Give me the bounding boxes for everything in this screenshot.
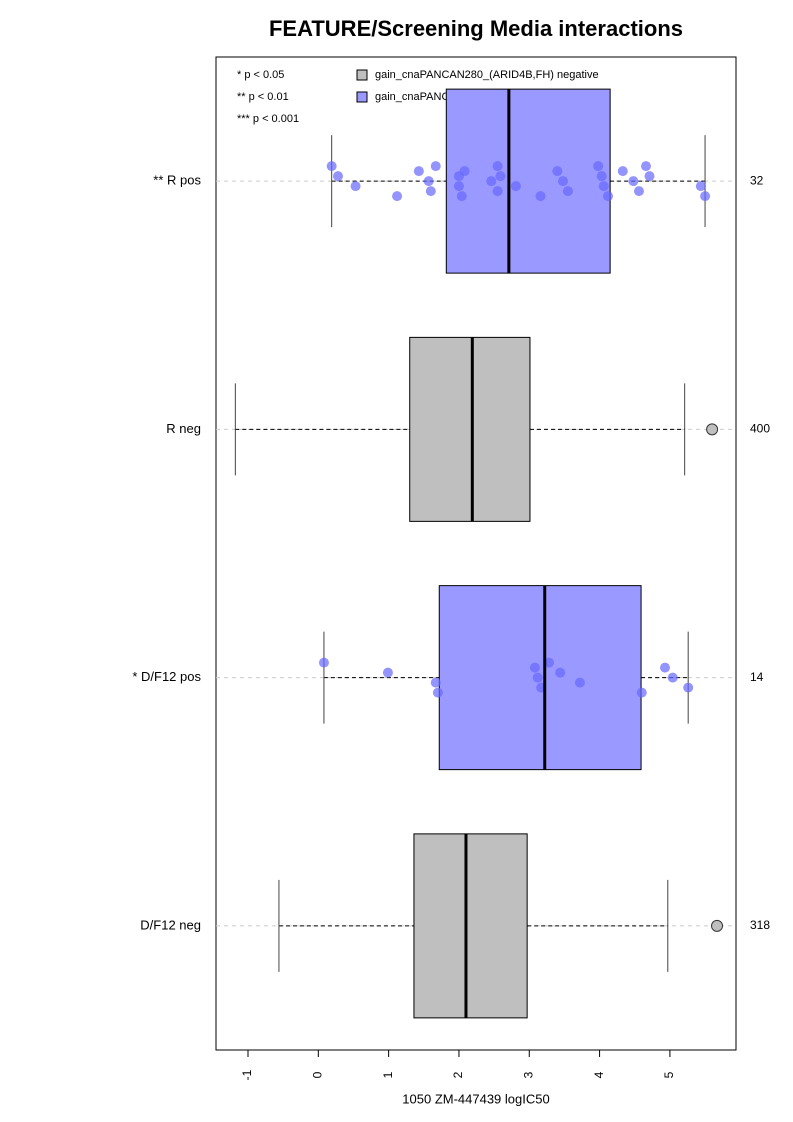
data-point: [552, 166, 563, 177]
data-point: [423, 176, 434, 187]
data-point: [425, 186, 436, 197]
data-point: [432, 687, 443, 698]
data-point: [492, 161, 503, 172]
significance-note: *** p < 0.001: [237, 113, 299, 125]
data-point: [667, 672, 678, 683]
data-point: [695, 181, 706, 192]
group-count: 318: [750, 918, 770, 932]
data-point: [492, 186, 503, 197]
data-point: [333, 171, 344, 182]
data-point: [529, 662, 540, 673]
group-count: 400: [750, 422, 770, 436]
x-tick-label: 5: [662, 1071, 676, 1078]
data-point: [603, 191, 614, 202]
data-point: [593, 161, 604, 172]
data-point: [644, 171, 655, 182]
outlier: [711, 919, 724, 932]
legend-swatch: [356, 91, 368, 103]
data-point: [382, 667, 393, 678]
data-point: [562, 186, 573, 197]
data-point: [392, 191, 403, 202]
group-count: 14: [750, 670, 764, 684]
data-point: [700, 191, 711, 202]
data-point: [659, 662, 670, 673]
outlier: [706, 423, 719, 436]
group-label: * D/F12 pos: [132, 669, 201, 684]
legend-swatch: [356, 69, 368, 81]
box: [445, 88, 611, 274]
box: [413, 833, 528, 1019]
data-point: [543, 657, 554, 668]
data-point: [459, 166, 470, 177]
chart-title: FEATURE/Screening Media interactions: [269, 16, 683, 41]
data-point: [633, 186, 644, 197]
data-point: [326, 161, 337, 172]
data-point: [558, 176, 569, 187]
significance-note: ** p < 0.01: [237, 91, 289, 103]
data-point: [555, 667, 566, 678]
group-label: R neg: [166, 421, 201, 436]
x-tick-label: 1: [381, 1071, 395, 1078]
data-point: [430, 161, 441, 172]
data-point: [628, 176, 639, 187]
data-point: [535, 191, 546, 202]
data-point: [430, 677, 441, 688]
data-point: [413, 166, 424, 177]
legend-label: gain_cnaPANCAN280_(ARID4B,FH) negative: [375, 69, 599, 81]
data-point: [598, 181, 609, 192]
data-point: [495, 171, 506, 182]
x-tick-label: 2: [451, 1071, 465, 1078]
data-point: [574, 677, 585, 688]
x-axis-label: 1050 ZM-447439 logIC50: [402, 1091, 549, 1106]
data-point: [532, 672, 543, 683]
x-tick-label: 3: [521, 1071, 535, 1078]
significance-note: * p < 0.05: [237, 69, 284, 81]
data-point: [640, 161, 651, 172]
data-point: [486, 176, 497, 187]
x-tick-label: 0: [310, 1071, 324, 1078]
group-count: 32: [750, 173, 764, 187]
data-point: [510, 181, 521, 192]
data-point: [596, 171, 607, 182]
data-point: [350, 181, 361, 192]
x-tick-label: -1: [240, 1069, 254, 1080]
x-tick-label: 4: [592, 1071, 606, 1078]
group-label: ** R pos: [153, 173, 201, 188]
data-point: [318, 657, 329, 668]
data-point: [453, 181, 464, 192]
data-point: [617, 166, 628, 177]
box: [409, 336, 531, 522]
group-label: D/F12 neg: [140, 917, 201, 932]
data-point: [683, 682, 694, 693]
data-point: [636, 687, 647, 698]
data-point: [456, 191, 467, 202]
